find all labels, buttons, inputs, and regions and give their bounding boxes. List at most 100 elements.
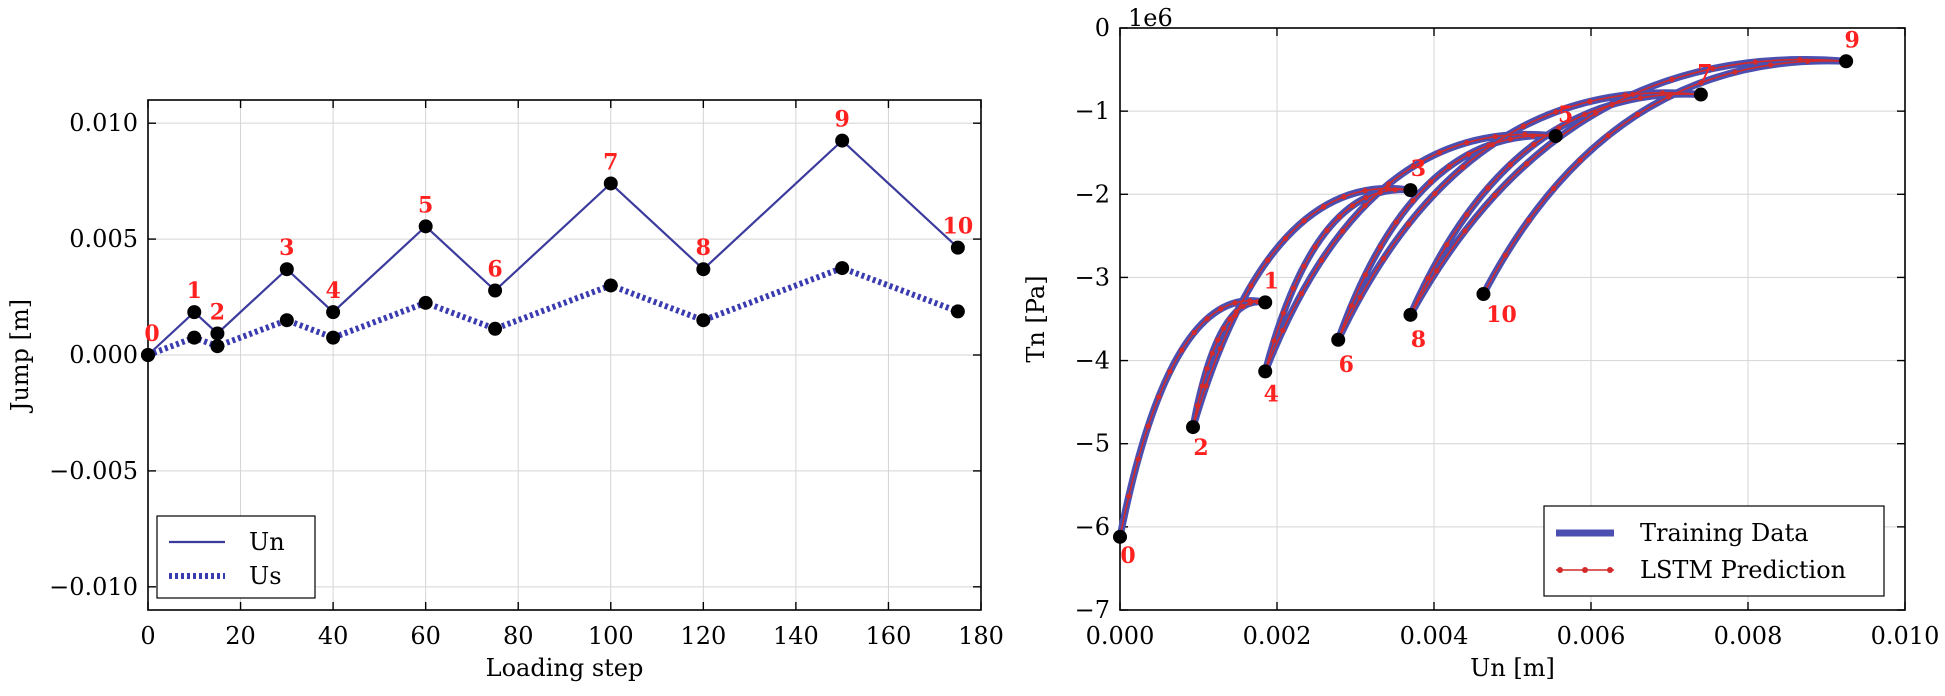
prediction-marker bbox=[1444, 242, 1450, 248]
prediction-marker bbox=[1318, 257, 1325, 263]
point-label: 0 bbox=[144, 321, 159, 347]
plot-frame bbox=[1119, 27, 1906, 611]
prediction-marker bbox=[1203, 383, 1209, 389]
prediction-marker bbox=[1531, 141, 1537, 148]
prediction-marker bbox=[1577, 157, 1583, 163]
point-label: 5 bbox=[418, 192, 433, 218]
prediction-marker bbox=[1215, 337, 1221, 343]
x-tick-label: 0.000 bbox=[1086, 622, 1155, 650]
prediction-marker bbox=[1271, 338, 1277, 344]
prediction-marker bbox=[1436, 149, 1443, 156]
prediction-marker bbox=[1425, 275, 1431, 281]
data-point-us bbox=[950, 304, 965, 319]
data-point-un bbox=[418, 219, 433, 234]
key-point bbox=[1258, 295, 1273, 310]
prediction-marker bbox=[1218, 306, 1224, 312]
prediction-marker bbox=[1336, 214, 1342, 220]
key-point bbox=[1331, 332, 1346, 347]
data-point-un bbox=[488, 283, 503, 298]
x-tick-label: 0.008 bbox=[1714, 622, 1783, 650]
prediction-marker bbox=[1605, 133, 1611, 139]
prediction-marker bbox=[1204, 316, 1210, 322]
point-label: 4 bbox=[1264, 381, 1279, 407]
prediction-marker bbox=[1698, 80, 1704, 86]
key-point bbox=[1548, 129, 1563, 144]
data-point-us bbox=[141, 348, 155, 362]
series-line-un bbox=[147, 139, 959, 356]
prediction-marker bbox=[1248, 283, 1254, 289]
y-tick-label: −0.005 bbox=[49, 457, 138, 485]
point-label: 3 bbox=[279, 235, 294, 261]
prediction-marker bbox=[1462, 228, 1468, 234]
point-label: 7 bbox=[1697, 61, 1712, 87]
key-point bbox=[1403, 307, 1418, 322]
prediction-marker bbox=[1659, 90, 1665, 96]
prediction-marker bbox=[1410, 197, 1416, 204]
prediction-marker bbox=[1522, 131, 1528, 137]
prediction-marker bbox=[1126, 493, 1132, 499]
prediction-marker bbox=[1410, 163, 1417, 169]
prediction-marker bbox=[1551, 185, 1557, 192]
point-label: 3 bbox=[1411, 156, 1426, 182]
data-point-un bbox=[696, 262, 711, 277]
prediction-marker bbox=[1280, 310, 1286, 316]
key-point bbox=[1839, 54, 1854, 69]
prediction-marker bbox=[1340, 228, 1346, 234]
prediction-marker bbox=[1797, 56, 1803, 63]
prediction-marker bbox=[1434, 268, 1440, 274]
prediction-marker bbox=[1393, 219, 1399, 225]
prediction-marker bbox=[1290, 285, 1296, 291]
prediction-marker bbox=[1665, 94, 1672, 100]
prediction-marker bbox=[1428, 179, 1434, 185]
x-tick-label: 140 bbox=[773, 622, 819, 650]
data-point-un bbox=[835, 133, 850, 148]
point-label: 1 bbox=[1264, 268, 1279, 294]
traction-vs-opening-chart: 0.000 0.002 0.004 0.006 0.008 0.010 −7 −6 −5 −4 −3… bbox=[1022, 4, 1939, 682]
prediction-marker bbox=[1489, 142, 1495, 148]
legend-label-training: Training Data bbox=[1640, 519, 1809, 547]
prediction-marker bbox=[1732, 69, 1738, 75]
prediction-marker bbox=[1637, 95, 1643, 101]
prediction-marker bbox=[1362, 272, 1369, 278]
prediction-marker bbox=[1341, 194, 1347, 200]
prediction-marker bbox=[1520, 123, 1526, 129]
prediction-marker bbox=[1804, 58, 1811, 64]
x-tick-label: 0.006 bbox=[1557, 622, 1626, 650]
key-point bbox=[1403, 183, 1418, 198]
prediction-marker bbox=[1298, 290, 1305, 297]
prediction-marker bbox=[1357, 294, 1363, 300]
prediction-marker bbox=[1232, 312, 1238, 318]
key-point bbox=[1476, 287, 1491, 302]
prediction-marker bbox=[1507, 162, 1513, 168]
prediction-marker bbox=[1432, 191, 1438, 197]
y-tick-label: 0.000 bbox=[69, 341, 138, 369]
prediction-marker bbox=[1362, 188, 1368, 194]
prediction-marker bbox=[1156, 394, 1162, 400]
x-tick-label: 0.004 bbox=[1400, 622, 1469, 650]
data-point-us bbox=[210, 339, 225, 354]
prediction-marker bbox=[1312, 244, 1318, 250]
prediction-marker bbox=[1669, 76, 1675, 82]
prediction-marker bbox=[1194, 403, 1200, 409]
x-tick-label: 0 bbox=[140, 622, 155, 650]
point-label: 2 bbox=[1193, 435, 1208, 461]
point-label: 10 bbox=[943, 214, 974, 240]
point-label: 1 bbox=[187, 278, 202, 304]
prediction-marker bbox=[1209, 350, 1215, 356]
prediction-marker bbox=[1502, 252, 1508, 258]
prediction-marker bbox=[1320, 204, 1327, 210]
x-tick-label: 20 bbox=[225, 622, 256, 650]
data-point-us bbox=[488, 321, 503, 336]
prediction-marker bbox=[1167, 368, 1173, 375]
point-label: 9 bbox=[835, 107, 850, 133]
point-label: 2 bbox=[210, 299, 225, 325]
prediction-marker bbox=[1324, 227, 1330, 234]
point-label: 9 bbox=[1844, 27, 1859, 53]
legend-label-us: Us bbox=[249, 562, 282, 590]
prediction-marker bbox=[1752, 59, 1758, 65]
prediction-marker bbox=[1135, 456, 1141, 462]
prediction-marker bbox=[1622, 92, 1628, 98]
prediction-marker bbox=[1392, 187, 1398, 193]
prediction-marker bbox=[1377, 244, 1383, 250]
data-point-un bbox=[326, 305, 341, 320]
